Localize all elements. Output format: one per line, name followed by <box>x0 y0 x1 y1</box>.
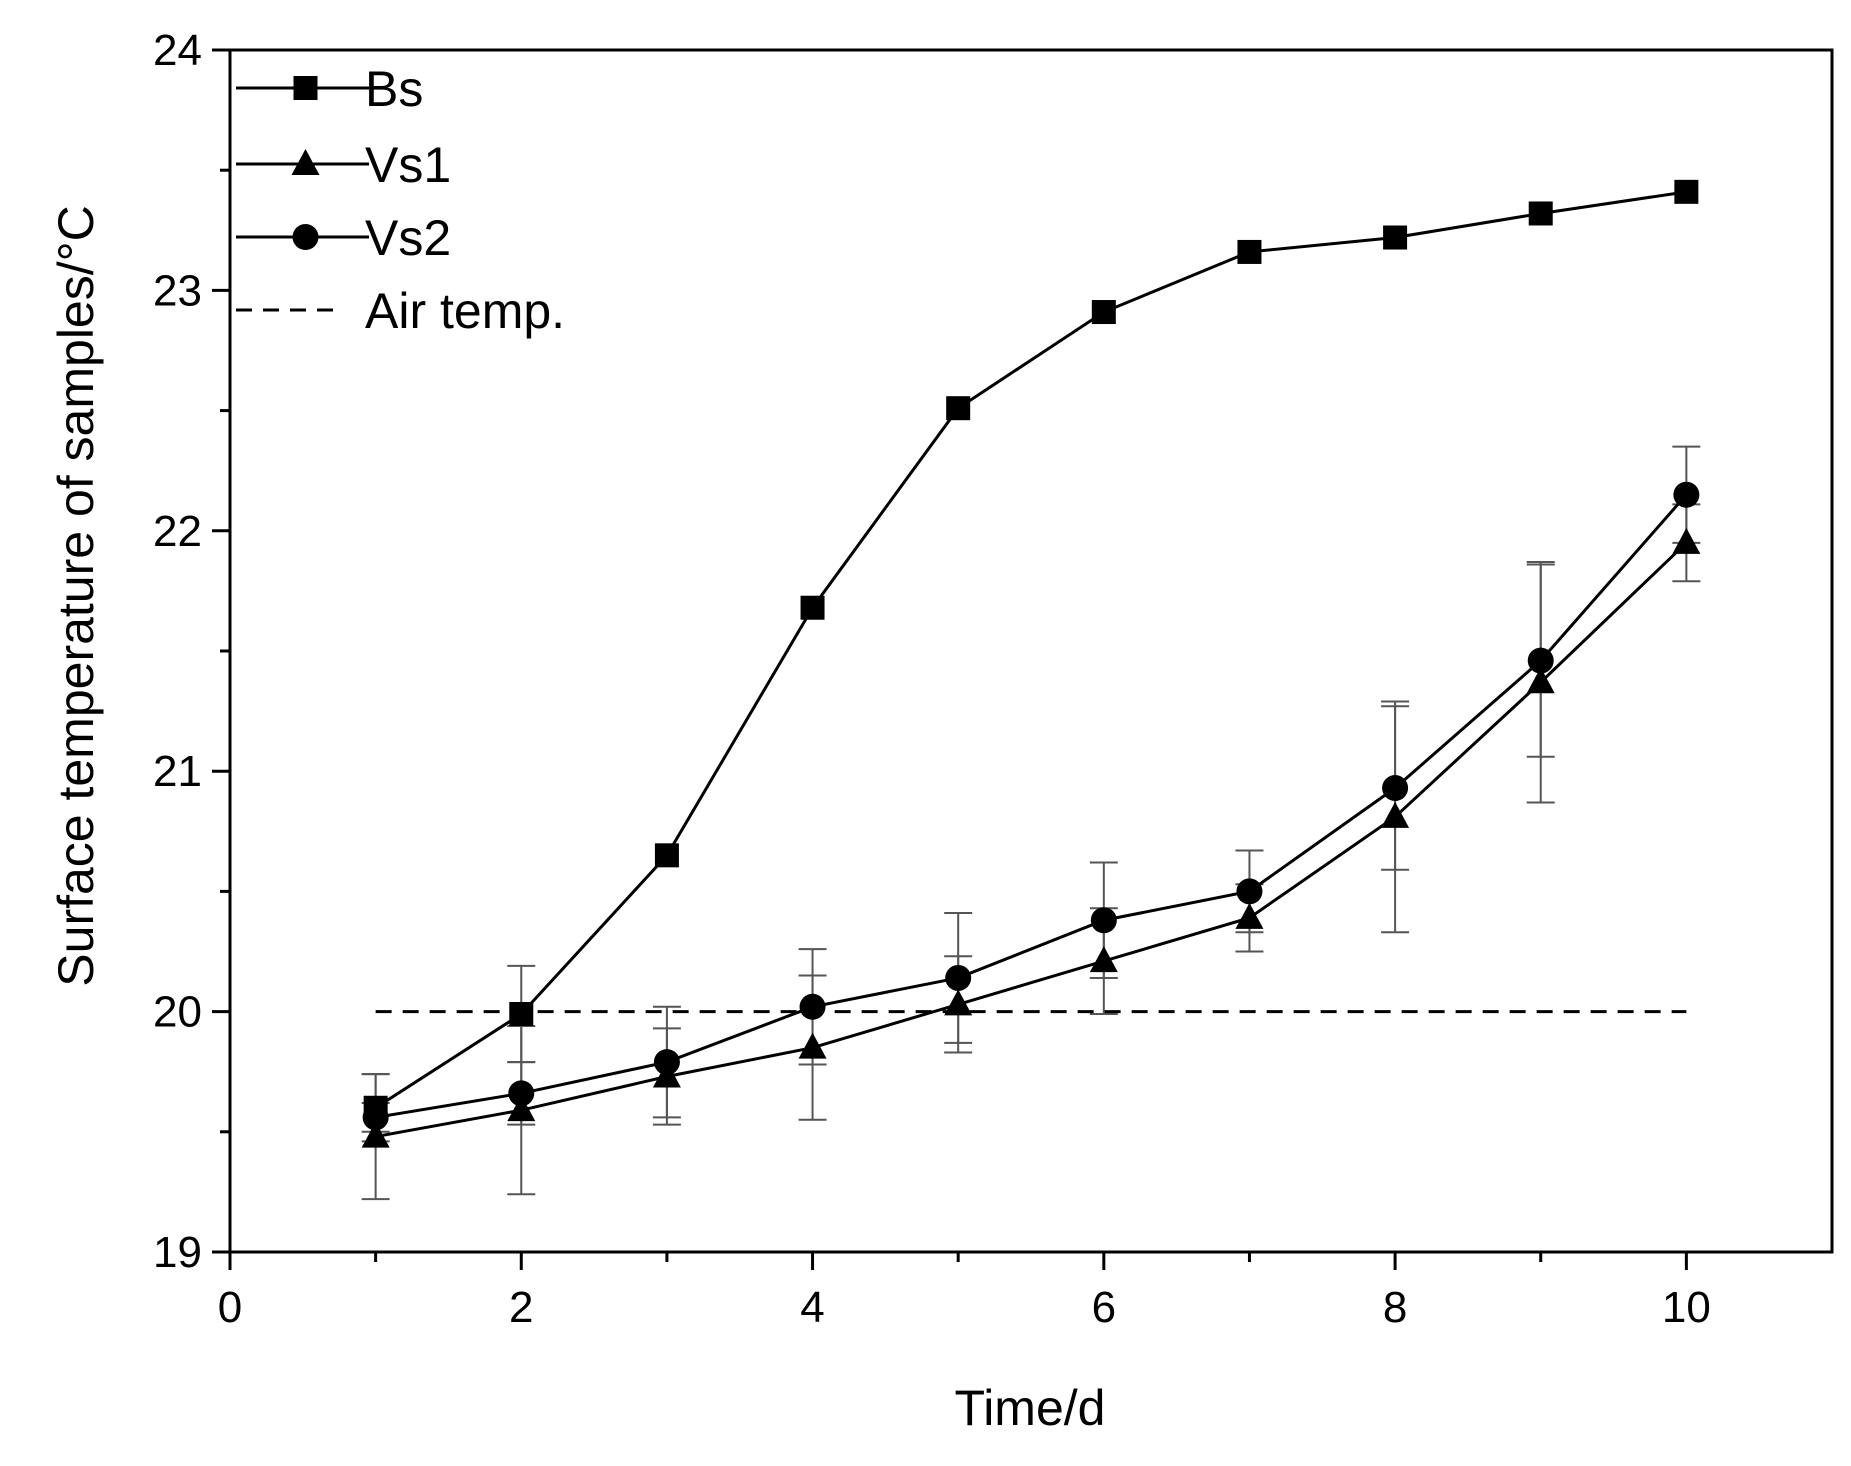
vs2-line <box>375 493 1688 1119</box>
bs-point <box>1383 225 1408 250</box>
legend-vs1-marker <box>291 149 320 175</box>
bs-point <box>946 396 971 421</box>
vs2-point <box>799 993 826 1020</box>
x-tick-label: 4 <box>800 1283 824 1332</box>
vs2-point <box>1090 907 1117 934</box>
legend-vs2-label: Vs2 <box>365 210 451 266</box>
vs2-point <box>1236 878 1263 905</box>
y-tick-label: 22 <box>153 507 202 556</box>
vs1-point <box>1672 527 1701 554</box>
bs-line <box>374 190 1687 1110</box>
vs1-point <box>798 1032 827 1059</box>
legend-vs1-label: Vs1 <box>365 137 451 193</box>
vs2-point <box>1382 775 1409 802</box>
bs-point <box>1528 201 1553 226</box>
legend-vs2-marker <box>292 224 319 250</box>
vs1-point <box>1089 946 1118 973</box>
vs2-point <box>945 964 972 991</box>
x-axis-title: Time/d <box>955 1380 1106 1436</box>
legend-air-temp-label: Air temp. <box>365 283 565 339</box>
vs1-point <box>1235 902 1264 929</box>
y-tick-label: 21 <box>153 747 202 796</box>
bs-point <box>509 1002 534 1027</box>
x-tick-label: 6 <box>1092 1283 1116 1332</box>
legend-bs-label: Bs <box>365 61 423 117</box>
x-tick-label: 2 <box>509 1283 533 1332</box>
bs-point <box>654 843 679 868</box>
vs1-point <box>944 989 973 1016</box>
bs-point <box>1091 300 1116 325</box>
y-tick-label: 24 <box>153 26 202 75</box>
bs-point <box>363 1095 388 1120</box>
legend-bs-marker <box>293 76 318 100</box>
bs-point <box>1674 179 1699 204</box>
y-tick-label: 23 <box>153 266 202 315</box>
x-tick-label: 8 <box>1383 1283 1407 1332</box>
bs-point <box>800 595 825 620</box>
legend: Bs Vs1 Vs2 Air temp. <box>236 61 565 339</box>
vs1-point <box>361 1121 390 1148</box>
vs1-point <box>1381 801 1410 828</box>
y-axis-title: Surface temperature of samples/°C <box>48 205 104 986</box>
y-tick-label: 19 <box>153 1228 202 1277</box>
vs2-point <box>1527 647 1554 674</box>
vs2-point <box>1673 481 1700 508</box>
x-tick-label: 10 <box>1662 1283 1711 1332</box>
vs1-point <box>1526 667 1555 694</box>
bs-point <box>1237 239 1262 264</box>
vs1-point <box>507 1095 536 1122</box>
vs1-line <box>375 541 1688 1139</box>
vs2-point <box>508 1080 535 1107</box>
y-tick-label: 20 <box>153 988 202 1037</box>
vs2-point <box>653 1049 680 1076</box>
x-tick-label: 0 <box>218 1283 242 1332</box>
